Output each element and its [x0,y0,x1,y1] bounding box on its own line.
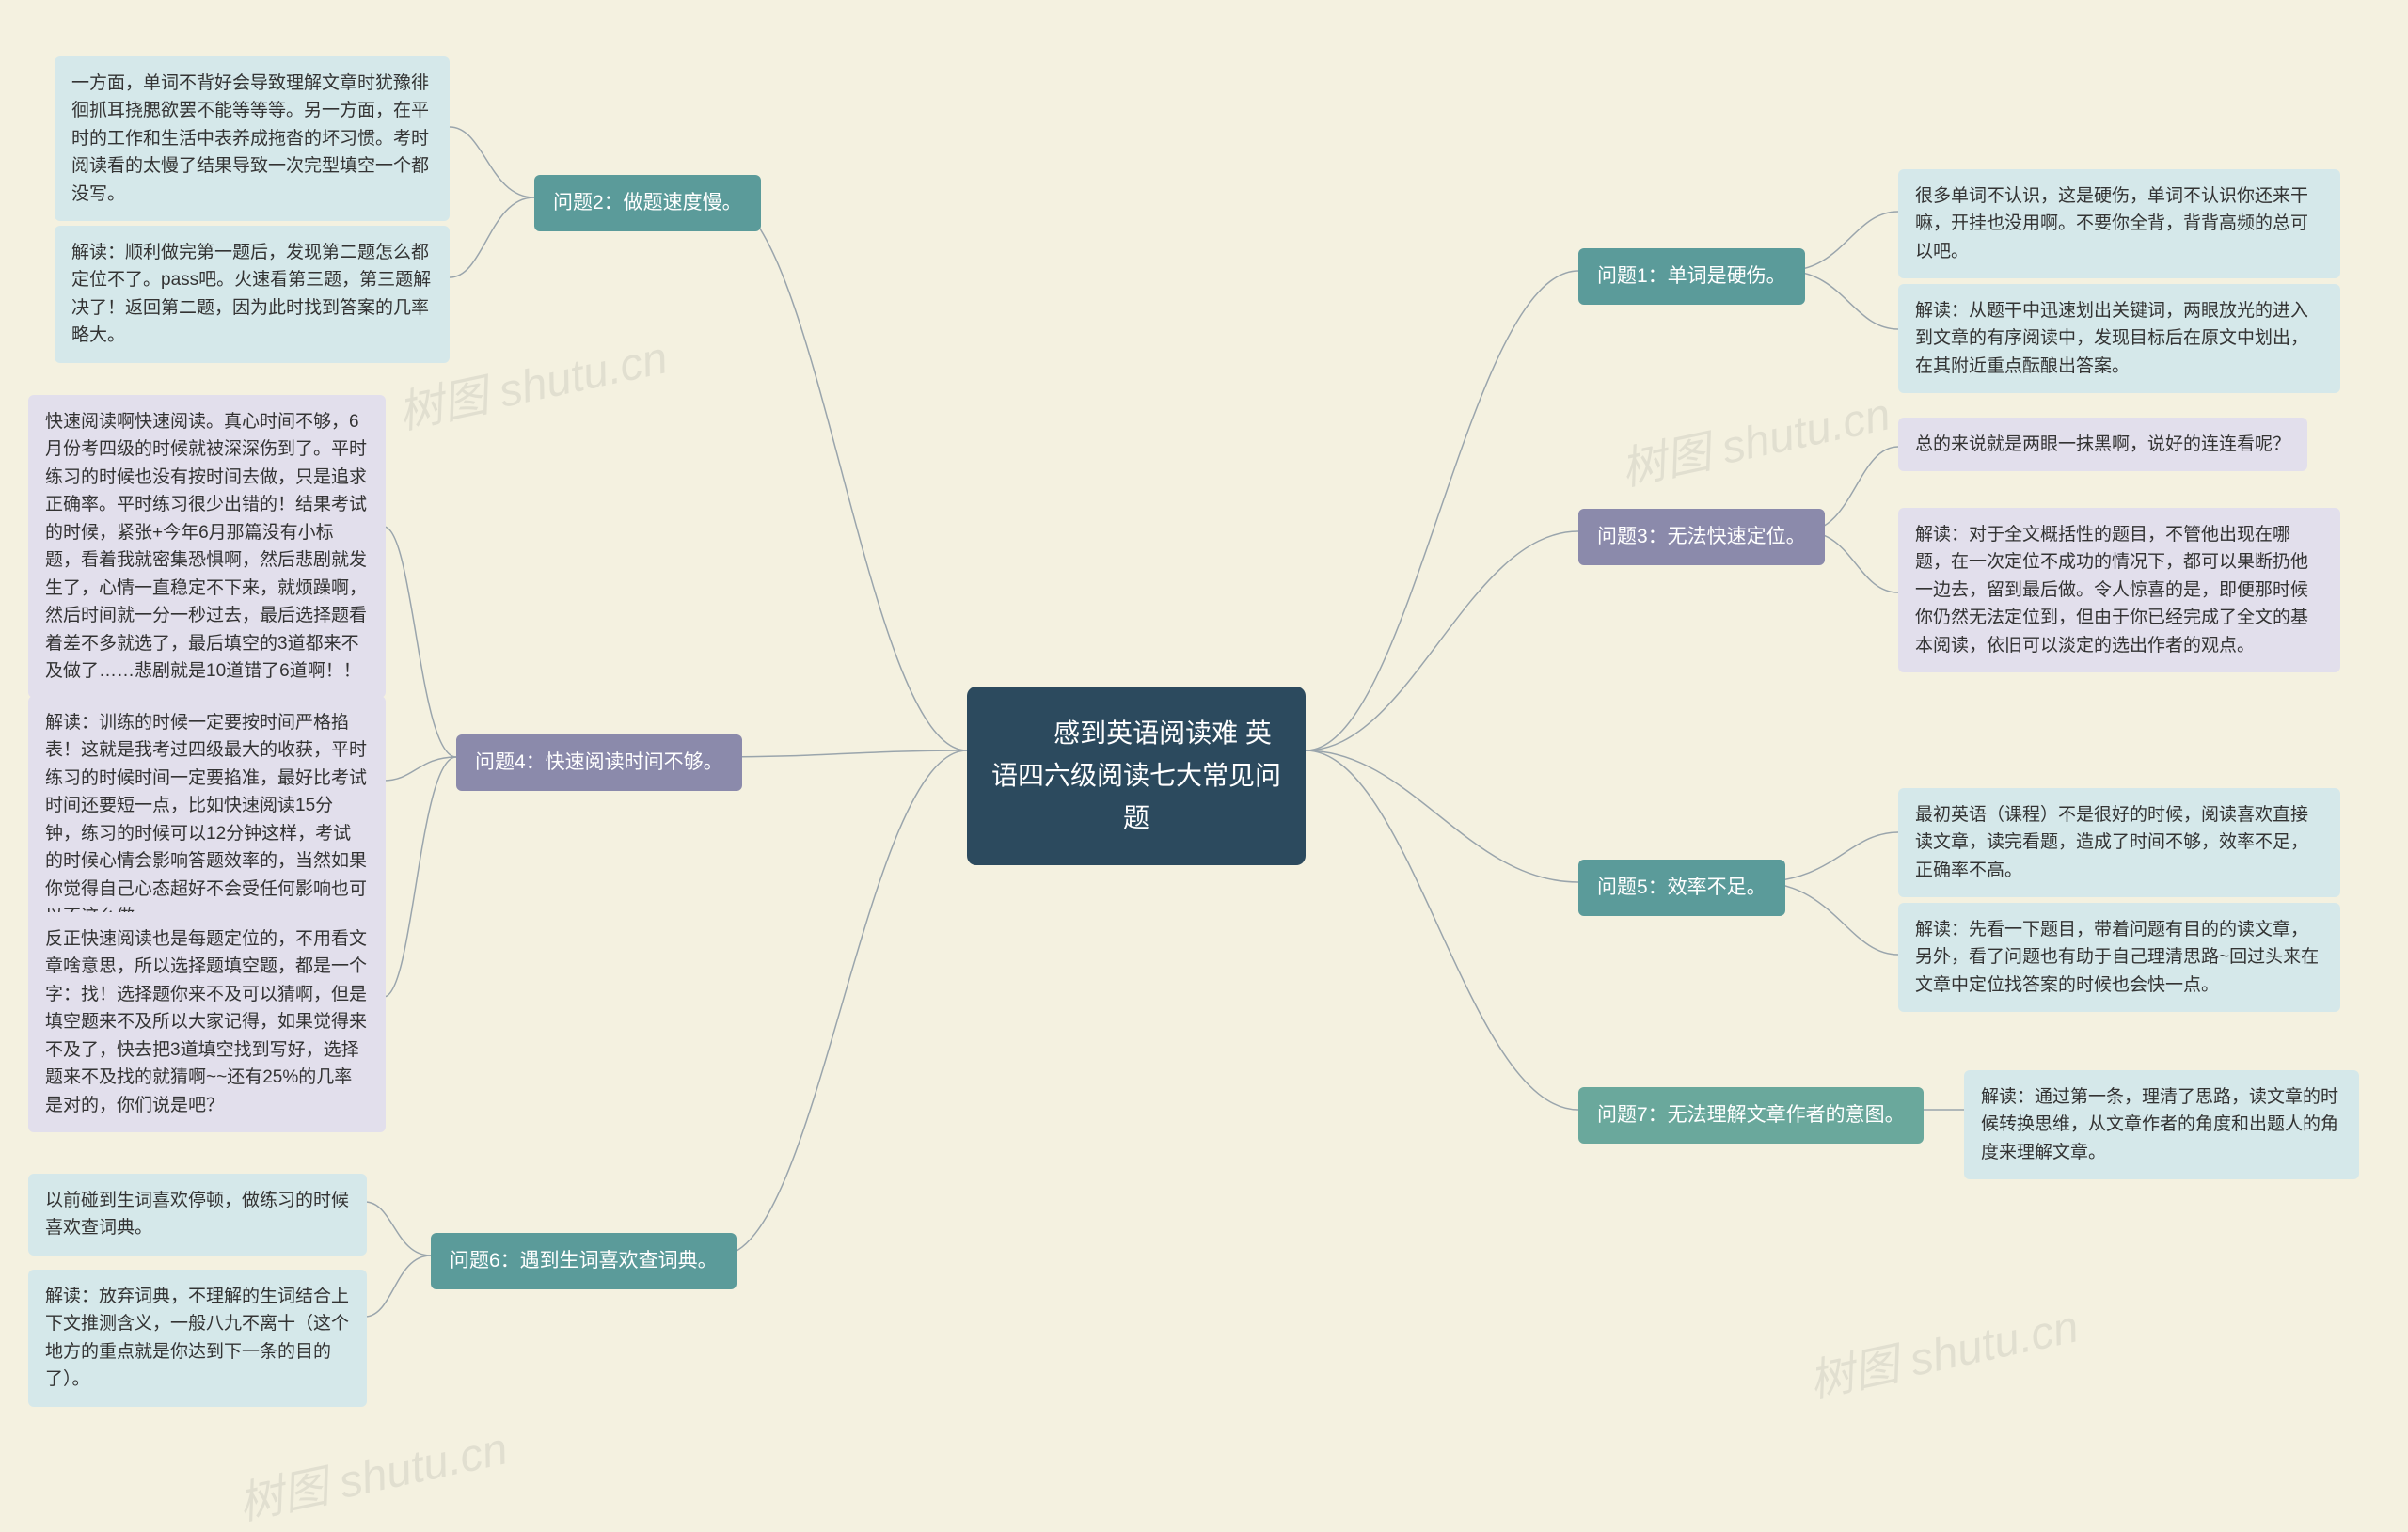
watermark: 树图 shutu.cn [231,1412,513,1532]
leaf-q1-1: 很多单词不认识，这是硬伤，单词不认识你还来干嘛，开挂也没用啊。不要你全背，背背高… [1898,169,2340,278]
branch-q7: 问题7：无法理解文章作者的意图。 [1578,1087,1924,1144]
leaf-q5-2: 解读：先看一下题目，带着问题有目的的读文章，另外，看了问题也有助于自己理清思路~… [1898,903,2340,1012]
branch-q6: 问题6：遇到生词喜欢查词典。 [431,1233,737,1289]
leaf-q4-1: 快速阅读啊快速阅读。真心时间不够，6月份考四级的时候就被深深伤到了。平时练习的时… [28,395,386,698]
leaf-q7-1: 解读：通过第一条，理清了思路，读文章的时候转换思维，从文章作者的角度和出题人的角… [1964,1070,2359,1179]
watermark: 树图 shutu.cn [1614,377,1895,498]
branch-q1: 问题1：单词是硬伤。 [1578,248,1805,305]
branch-q2: 问题2：做题速度慢。 [534,175,761,231]
leaf-q6-1: 以前碰到生词喜欢停顿，做练习的时候喜欢查词典。 [28,1174,367,1256]
leaf-q2-2: 解读：顺利做完第一题后，发现第二题怎么都定位不了。pass吧。火速看第三题，第三… [55,226,450,363]
branch-q5: 问题5：效率不足。 [1578,860,1785,916]
leaf-q3-2: 解读：对于全文概括性的题目，不管他出现在哪题，在一次定位不成功的情况下，都可以果… [1898,508,2340,672]
leaf-q2-1: 一方面，单词不背好会导致理解文章时犹豫徘徊抓耳挠腮欲罢不能等等等。另一方面，在平… [55,56,450,221]
leaf-q5-1: 最初英语（课程）不是很好的时候，阅读喜欢直接读文章，读完看题，造成了时间不够，效… [1898,788,2340,897]
leaf-q1-2: 解读：从题干中迅速划出关键词，两眼放光的进入到文章的有序阅读中，发现目标后在原文… [1898,284,2340,393]
watermark: 树图 shutu.cn [1802,1289,2083,1411]
branch-q3: 问题3：无法快速定位。 [1578,509,1825,565]
leaf-q4-3: 反正快速阅读也是每题定位的，不用看文章啥意思，所以选择题填空题，都是一个字：找！… [28,912,386,1132]
leaf-q3-1: 总的来说就是两眼一抹黑啊，说好的连连看呢？ [1898,418,2307,471]
center-node: 感到英语阅读难 英语四六级阅读七大常见问题 [967,687,1306,865]
branch-q4: 问题4：快速阅读时间不够。 [456,734,742,791]
leaf-q6-2: 解读：放弃词典，不理解的生词结合上下文推测含义，一般八九不离十（这个地方的重点就… [28,1270,367,1407]
leaf-q4-2: 解读：训练的时候一定要按时间严格掐表！这就是我考过四级最大的收获，平时练习的时候… [28,696,386,944]
